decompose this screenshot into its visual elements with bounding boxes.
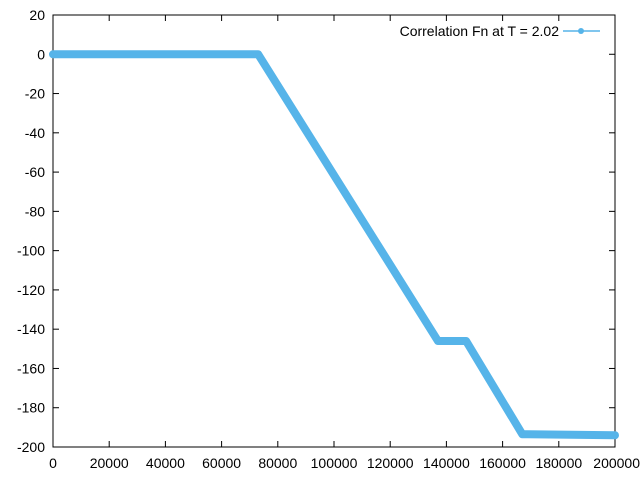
- y-tick-label: -60: [25, 164, 45, 180]
- y-tick-label: -100: [17, 243, 45, 259]
- y-tick-label: 20: [29, 7, 45, 23]
- x-tick-label: 160000: [479, 455, 526, 471]
- y-tick-label: 0: [37, 46, 45, 62]
- legend-label: Correlation Fn at T = 2.02: [400, 23, 560, 39]
- y-tick-label: -180: [17, 400, 45, 416]
- series-layer: [49, 50, 619, 440]
- x-tick-label: 120000: [367, 455, 414, 471]
- x-tick-label: 100000: [311, 455, 358, 471]
- plot-frame: [52, 14, 616, 448]
- y-axis: 20 0 -20 -40 -60 -80 -100 -120 -140 -160 -180 -200: [17, 7, 615, 455]
- plot-border: [52, 14, 616, 448]
- x-tick-label: 140000: [423, 455, 470, 471]
- y-tick-label: -160: [17, 360, 45, 376]
- x-tick-label: 180000: [535, 455, 582, 471]
- x-tick-label: 200000: [593, 455, 640, 471]
- x-tick-label: 40000: [146, 455, 185, 471]
- y-tick-label: -40: [25, 125, 45, 141]
- y-tick-label: -120: [17, 282, 45, 298]
- x-tick-label: 20000: [90, 455, 129, 471]
- series-line-0: [49, 50, 619, 440]
- x-axis: 0 20000 40000 60000 80000 100000 120000 140000 1…: [49, 15, 640, 471]
- x-tick-label: 60000: [202, 455, 241, 471]
- y-tick-label: -80: [25, 203, 45, 219]
- legend: Correlation Fn at T = 2.02: [400, 23, 600, 39]
- legend-point-sample: [578, 28, 584, 34]
- y-tick-label: -140: [17, 321, 45, 337]
- y-tick-label: -20: [25, 86, 45, 102]
- y-tick-label: -200: [17, 439, 45, 455]
- x-tick-label: 80000: [258, 455, 297, 471]
- x-tick-label: 0: [49, 455, 57, 471]
